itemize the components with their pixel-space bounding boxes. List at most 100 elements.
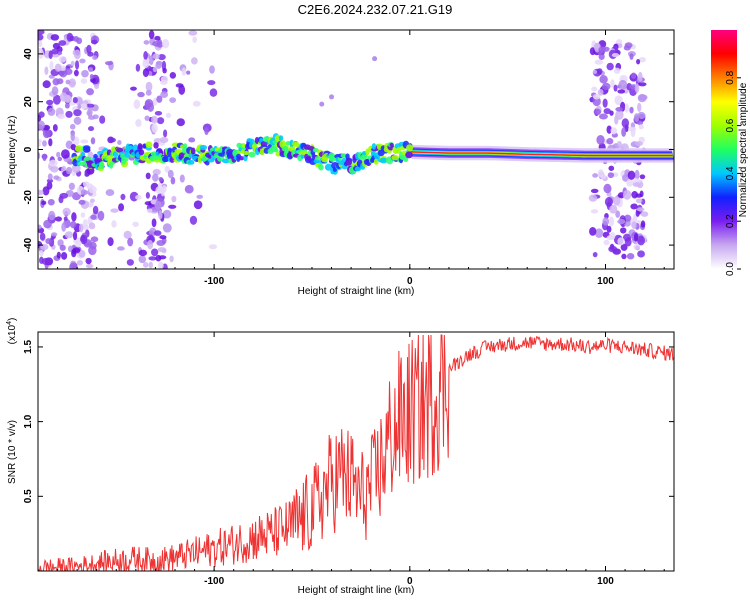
colorbar-label: Normalized spectral amplitude <box>738 82 749 217</box>
spectrogram-blob <box>52 124 58 132</box>
spectrogram-blob <box>71 212 77 222</box>
spectrogram-blob <box>64 103 70 109</box>
spectrogram-blob <box>48 138 53 147</box>
spectrogram-blob <box>144 115 150 121</box>
spectrogram-ridge-blob <box>318 163 324 171</box>
spectrogram-blob <box>596 68 603 75</box>
spectrogram-ridge-blob <box>74 145 83 152</box>
spectrogram-blob <box>87 107 93 118</box>
spectrogram-blob <box>616 141 622 148</box>
snr-x-label: Height of straight line (km) <box>298 585 415 596</box>
spectrogram-blob <box>614 115 619 125</box>
spectrogram-blob <box>636 58 641 65</box>
spectrogram-blob <box>592 96 601 107</box>
spectrogram-blob <box>127 237 134 247</box>
spectrogram-blob <box>92 205 99 215</box>
spectrogram-blob <box>621 118 630 128</box>
spectrogram-blob <box>65 110 73 118</box>
spectrogram-blob <box>635 193 643 198</box>
spectrogram-ridge-blob <box>190 147 196 155</box>
spectrogram-ridge-blob <box>197 155 203 164</box>
spectrogram-x-ticks: -100 0 100 <box>37 30 665 287</box>
spectrogram-ridge-blob <box>373 158 379 165</box>
spectrogram-blob <box>624 103 629 113</box>
spectrogram-blob <box>630 72 637 79</box>
spectrogram-blob <box>158 255 167 260</box>
spectrogram-blob <box>71 248 77 258</box>
spectrogram-blob <box>634 83 640 93</box>
spectrogram-ridge-blob <box>294 142 300 148</box>
spectrogram-blob <box>603 183 612 194</box>
spectrogram-blob <box>169 97 177 103</box>
spectrogram-blob <box>145 172 151 180</box>
spectrogram-blob <box>606 225 612 233</box>
spectrogram-blob <box>159 235 167 240</box>
spectrogram-blob <box>613 67 621 74</box>
spectrogram-ridge-blob <box>166 149 173 158</box>
spectrogram-blob <box>163 129 168 138</box>
spectrogram-blob <box>156 41 164 48</box>
spectrogram-blob <box>159 136 169 144</box>
spectrogram-blob <box>629 53 634 60</box>
spectrogram-blob <box>626 253 635 260</box>
snr-plot-area <box>38 332 674 571</box>
spectrogram-blob <box>47 107 56 116</box>
spectrogram-blob <box>74 60 80 70</box>
spectrogram-blob <box>38 224 42 230</box>
spectrogram-blob <box>48 210 56 221</box>
spectrogram-blob <box>64 95 72 103</box>
snr-y-label: SNR (10 * v/v) <box>7 420 18 484</box>
colorbar-tick-label: 0.2 <box>725 214 736 228</box>
spectrogram-blob <box>143 262 149 268</box>
spectrogram-blob <box>126 259 134 266</box>
spectrogram-blob <box>599 75 608 84</box>
spectrogram-blob <box>615 210 621 218</box>
spectrogram-blob <box>111 220 117 228</box>
spectrogram-blob <box>38 152 41 160</box>
spectrogram-blob <box>58 195 64 204</box>
spectrogram-ridge-blob <box>187 159 195 165</box>
snr-y-ticks: 0.5 1.0 1.5 <box>23 340 674 503</box>
spectrogram-blob <box>589 226 597 236</box>
spectrogram-blob <box>614 95 623 106</box>
spectrogram-panel: -100 0 100 -40 -20 0 20 40 Height of straight … <box>7 29 675 297</box>
spectrogram-blob <box>161 38 170 49</box>
spectrogram-blob <box>72 263 78 269</box>
spectrogram-blob <box>69 81 76 86</box>
spectrogram-ridge-blob <box>153 142 159 149</box>
spectrogram-blob <box>38 30 45 35</box>
spectrogram-blob <box>157 182 162 192</box>
spectrogram-blob <box>165 112 172 118</box>
spectrogram-blob <box>639 174 646 180</box>
spectrogram-blob <box>42 128 51 139</box>
spectrogram-blob <box>152 66 158 73</box>
colorbar-ticks: 0.0 0.2 0.4 0.6 0.8 <box>725 70 741 276</box>
spectrogram-blob <box>188 30 198 36</box>
spectrogram-blob <box>604 197 613 207</box>
spectrogram-y-tick-label: -40 <box>23 237 34 252</box>
spectrogram-blob <box>133 99 141 110</box>
spectrogram-blob <box>632 182 641 187</box>
spectrogram-blob <box>208 244 218 250</box>
spectrogram-blob <box>88 222 96 230</box>
spectrogram-ridge-blob <box>242 150 250 156</box>
spectrogram-blob <box>90 236 99 243</box>
spectrogram-ridge-blob <box>83 145 91 151</box>
spectrogram-blob <box>43 219 52 229</box>
spectrogram-blob <box>123 230 132 239</box>
spectrogram-blob <box>72 231 78 241</box>
spectrogram-blob <box>590 209 599 214</box>
spectrogram-ridge-blob <box>405 151 413 159</box>
snr-x-tick-label: 100 <box>597 576 614 587</box>
spectrogram-blob <box>148 30 155 40</box>
spectrogram-blob <box>130 86 137 91</box>
spectrogram-blob <box>92 55 98 60</box>
spectrogram-blob <box>68 182 75 191</box>
spectrogram-blob <box>47 198 55 206</box>
spectrogram-blob <box>81 69 89 78</box>
spectrogram-blob <box>71 164 81 173</box>
spectrogram-blob <box>161 248 167 254</box>
spectrogram-blob <box>51 86 59 96</box>
spectrogram-y-label: Frequency (Hz) <box>7 116 18 185</box>
spectrogram-blob <box>617 89 626 94</box>
